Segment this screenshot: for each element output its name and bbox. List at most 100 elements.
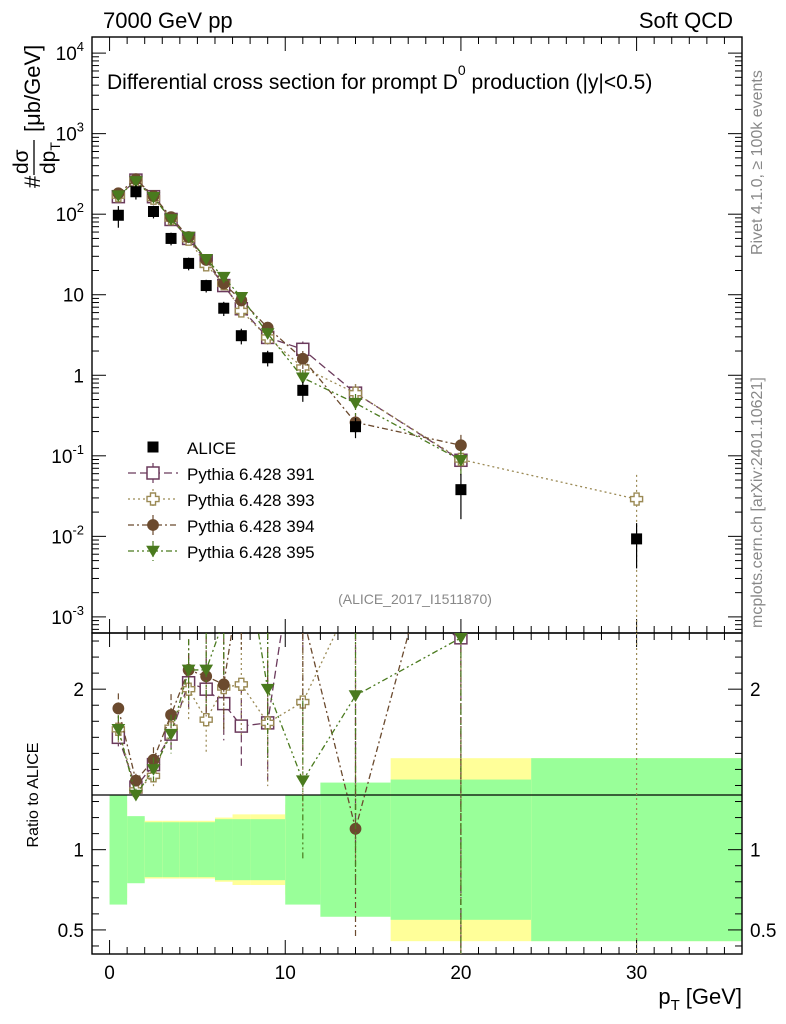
ratio-point-2-1	[130, 774, 142, 787]
ratio-stat-band-3	[162, 822, 180, 878]
y-tick-label-base: 10	[56, 125, 77, 146]
ratio-point-3-10	[348, 690, 363, 702]
series-point-3-7	[234, 291, 249, 304]
ratio-stat-band-8	[250, 819, 286, 881]
ratio-stat-band-6	[214, 819, 233, 881]
x-tick-label-3: 30	[626, 963, 647, 984]
data-point-11	[455, 484, 467, 496]
ratio-point-1-5	[199, 712, 213, 727]
ratio-y-tick-label-right-1: 1	[750, 841, 761, 862]
ratio-point-2-0	[112, 702, 125, 715]
ratio-stat-band-5	[197, 822, 215, 878]
legend: ALICE Pythia 6.428 391 Pythia 6.428 393 Pyt…	[128, 439, 315, 562]
y-axis-label-denominator: dpT	[37, 142, 63, 174]
y-tick-label-exp: 4	[77, 39, 84, 54]
ratio-y-tick-label-left-1: 1	[73, 841, 84, 862]
y-tick-label-base: 10	[51, 447, 72, 468]
ratio-stat-band-2	[144, 822, 163, 878]
ratio-point-1-8	[260, 716, 275, 730]
ratio-stat-band-0	[109, 794, 128, 905]
ratio-plot-frame	[91, 632, 743, 955]
ratio-point-3-2	[146, 764, 161, 776]
data-point-8	[262, 352, 274, 364]
rivet-label: Rivet 4.1.0, ≥ 100k events	[749, 70, 766, 255]
ratio-y-axis: 0.5 0.5 1 1 2 2	[58, 640, 776, 947]
header-left: 7000 GeV pp	[103, 8, 233, 33]
y-tick-label-base: 10	[63, 286, 84, 307]
y-axis-label-den-main: dp	[37, 151, 60, 174]
series-point-1-12	[629, 492, 644, 506]
ratio-stat-band-7	[232, 819, 251, 881]
series-point-2-9	[296, 352, 309, 365]
y-axis-label-unit: [μb/GeV]	[20, 45, 45, 132]
ratio-y-tick-label-left-0: 0.5	[58, 921, 84, 942]
legend-label-0: ALICE	[187, 439, 236, 458]
y-tick-label-3: 1	[73, 366, 84, 387]
ratio-y-label: Ratio to ALICE	[25, 743, 42, 848]
y-tick-label-base: 10	[56, 205, 77, 226]
chart-title-superscript: 0	[458, 62, 466, 78]
legend-marker-2	[146, 492, 160, 506]
y-tick-label-4: 10	[63, 286, 84, 307]
y-axis-label-den-sub: T	[47, 142, 63, 151]
ratio-stat-band-9	[285, 794, 321, 905]
y-axis-label: # dσ dpT [μb/GeV]	[10, 45, 63, 188]
ratio-point-3-3	[164, 728, 178, 741]
y-axis-label-numerator: dσ	[10, 149, 33, 174]
series-point-3-3	[164, 214, 178, 226]
x-axis-label: pT [GeV]	[658, 984, 742, 1014]
data-point-10	[350, 421, 362, 433]
ratio-line-3	[117, 633, 462, 797]
legend-marker-0	[147, 441, 159, 453]
y-tick-label-0: 10-3	[51, 603, 84, 629]
legend-marker-3	[147, 519, 159, 531]
main-plot-series	[111, 173, 644, 633]
series-point-3-0	[111, 190, 126, 203]
ratio-point-3-0	[111, 724, 126, 736]
chart-title-rest: production (|y|<0.5)	[466, 71, 653, 94]
ratio-point-2-6	[217, 678, 230, 691]
ratio-point-3-9	[295, 775, 310, 788]
ratio-point-1-4	[181, 682, 196, 696]
y-tick-label-2: 10-1	[51, 442, 84, 468]
ratio-point-3-5	[199, 664, 214, 677]
header-right: Soft QCD	[639, 8, 733, 33]
legend-marker-4	[146, 545, 160, 558]
series-point-3-2	[146, 192, 161, 204]
ratio-series-group-3	[111, 633, 468, 954]
legend-label-2: Pythia 6.428 393	[187, 491, 315, 510]
data-point-2	[147, 205, 159, 217]
series-point-3-4	[181, 231, 196, 244]
series-point-3-8	[260, 328, 275, 340]
data-points	[112, 185, 643, 569]
ratio-point-1-7	[234, 677, 249, 692]
data-point-0	[112, 209, 124, 221]
ratio-stat-band-4	[179, 822, 198, 878]
x-tick-label-0: 0	[104, 963, 115, 984]
x-tick-label-2: 20	[450, 963, 471, 984]
ratio-point-1-2	[146, 769, 161, 783]
ratio-point-3-4	[181, 664, 196, 677]
ratio-point-0-7	[234, 719, 249, 733]
chart-title: Differential cross section for prompt D0…	[107, 62, 652, 94]
ratio-point-3-8	[260, 683, 275, 696]
series-point-3-10	[348, 397, 363, 410]
y-tick-label-exp: -3	[72, 603, 84, 618]
y-tick-label-base: 10	[56, 44, 77, 65]
ratio-line-2	[117, 633, 410, 832]
x-axis: 0 10 20 30	[104, 37, 743, 984]
ratio-line-0	[117, 633, 462, 789]
ratio-plot-series	[111, 633, 638, 954]
ratio-y-tick-label-right-2: 2	[750, 680, 761, 701]
series-point-2-11	[455, 439, 467, 452]
series-point-3-11	[454, 454, 468, 467]
chart-title-main: Differential cross section for prompt D	[107, 71, 458, 94]
legend-marker-1	[146, 466, 160, 480]
data-point-12	[631, 533, 643, 545]
data-point-1	[130, 186, 142, 198]
y-tick-label-exp: 2	[77, 200, 84, 215]
y-tick-label-base: 10	[51, 527, 72, 548]
ratio-y-tick-label-right-0: 0.5	[750, 921, 776, 942]
y-tick-label-exp: -1	[72, 442, 84, 457]
